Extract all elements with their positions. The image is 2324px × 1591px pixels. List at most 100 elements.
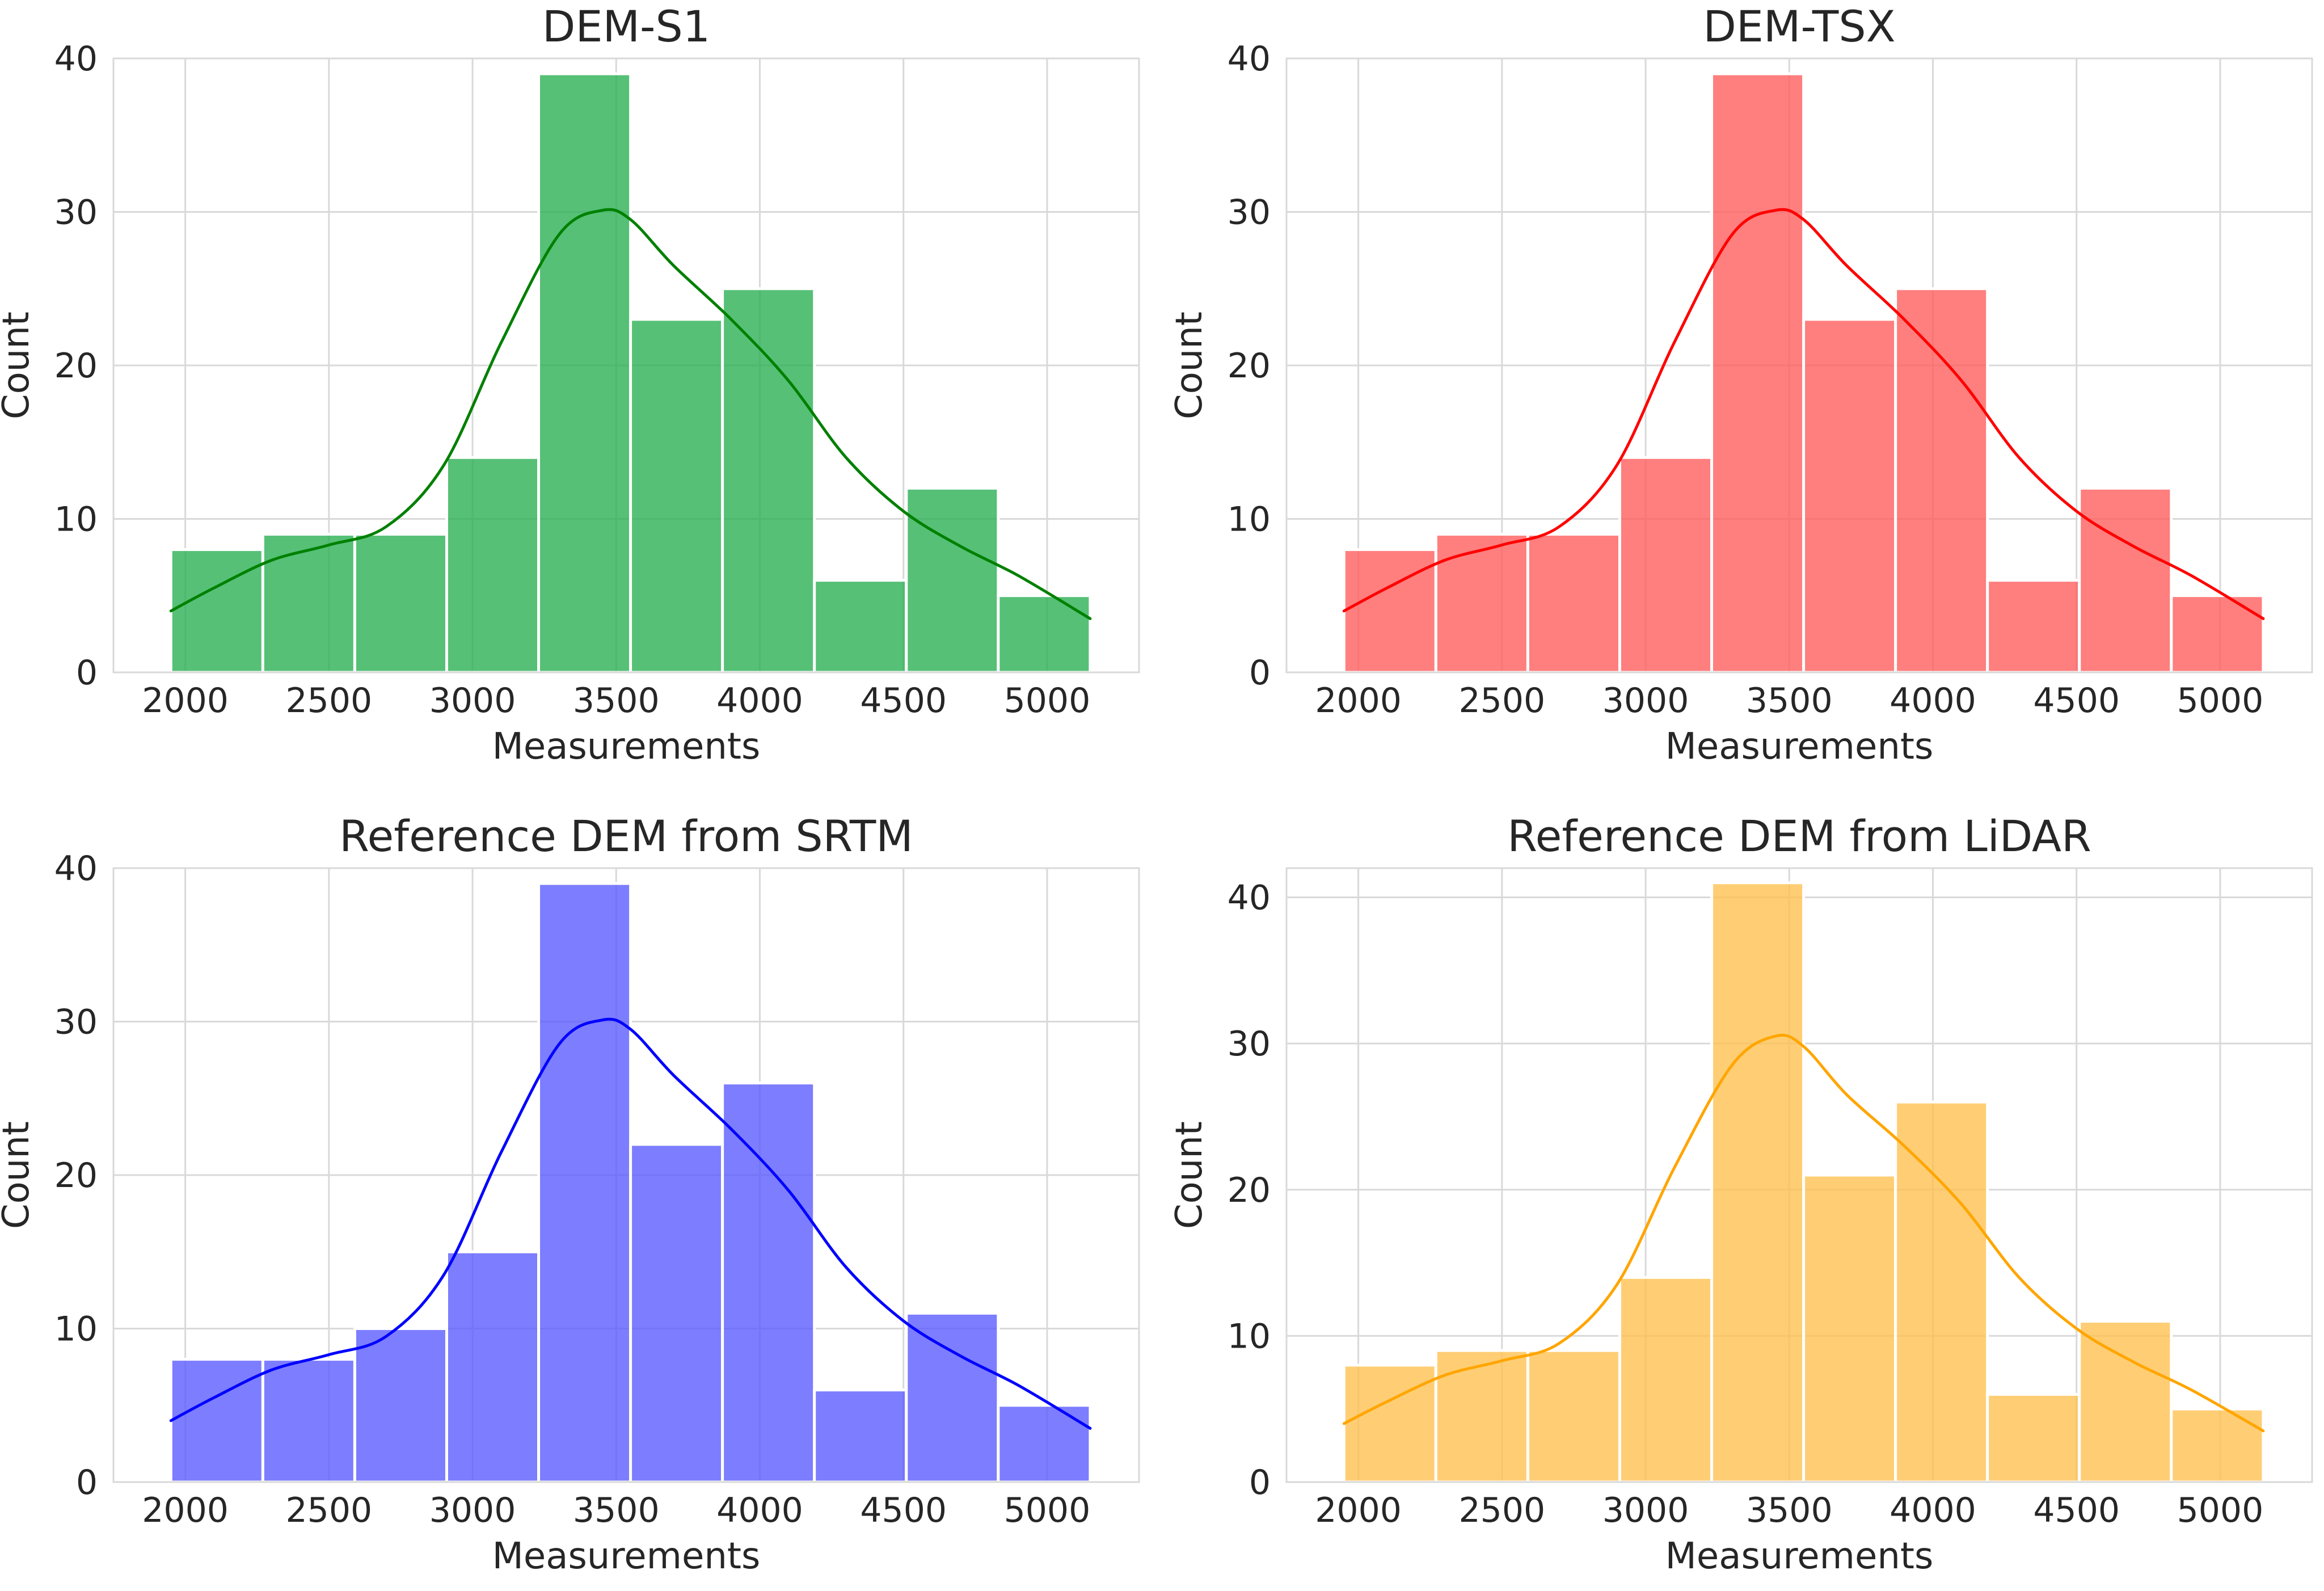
x-tick-label: 3500 — [1746, 1491, 1833, 1530]
histogram-bar — [1342, 1363, 1437, 1484]
y-axis-label: Count — [1169, 1121, 1210, 1229]
histogram-bar — [169, 1358, 264, 1484]
y-tick-label: 30 — [54, 1003, 98, 1042]
histogram-bar — [629, 318, 724, 674]
y-axis-label: Count — [1169, 312, 1210, 419]
histogram-bar — [445, 456, 541, 674]
histogram-bar — [1710, 72, 1806, 674]
histogram-bar — [629, 1143, 724, 1484]
histogram-bar — [169, 548, 264, 674]
plot-frame — [1285, 57, 2313, 674]
histogram-bar — [445, 1250, 541, 1484]
x-tick-label: 3000 — [1602, 1491, 1689, 1530]
histogram-bar — [1618, 1276, 1714, 1484]
histogram-bar — [1894, 287, 1989, 674]
histogram-bar — [905, 486, 1000, 674]
x-tick-label: 2000 — [142, 1491, 229, 1530]
x-tick-label: 3500 — [1746, 681, 1833, 721]
histogram-bar — [997, 594, 1092, 674]
x-tick-label: 3000 — [429, 1491, 516, 1530]
x-tick-label: 5000 — [1004, 681, 1091, 721]
x-tick-label: 5000 — [1004, 1491, 1091, 1530]
y-tick-label: 30 — [1228, 193, 1271, 233]
histogram-bar — [1986, 1392, 2081, 1484]
y-tick-label: 40 — [54, 849, 98, 889]
x-tick-label: 2000 — [1315, 681, 1402, 721]
kde-curve — [169, 208, 1092, 620]
kde-curve — [1342, 1033, 2265, 1433]
kde-curve — [169, 1017, 1092, 1430]
histogram-bar — [2170, 1407, 2265, 1484]
histogram-bar — [261, 1358, 356, 1484]
histogram-bar — [353, 1327, 448, 1484]
histogram-bar — [1802, 1173, 1897, 1484]
histogram-bar — [261, 533, 356, 674]
y-tick-label: 10 — [1228, 1316, 1271, 1356]
x-axis-label: Measurements — [1665, 726, 1934, 768]
histogram-bar — [1802, 318, 1897, 674]
histogram-bar — [813, 1388, 908, 1484]
y-tick-label: 20 — [1228, 1171, 1271, 1210]
x-axis-label: Measurements — [492, 726, 761, 768]
histogram-bar — [537, 882, 632, 1484]
histogram-bar — [813, 579, 908, 674]
chart-title: DEM-TSX — [1703, 1, 1895, 52]
y-axis-label: Count — [0, 312, 37, 419]
histogram-bar — [1986, 579, 2081, 674]
x-tick-label: 2000 — [142, 681, 229, 721]
histogram-bar — [2078, 1320, 2173, 1484]
x-tick-label: 4000 — [716, 1491, 803, 1530]
histogram-bar — [1434, 533, 1529, 674]
histogram-bar — [1342, 548, 1437, 674]
kde-curve — [1342, 208, 2265, 620]
histogram-bar — [1526, 533, 1621, 674]
x-tick-label: 3000 — [429, 681, 516, 721]
histogram-bar — [1434, 1349, 1529, 1484]
chart-title: DEM-S1 — [542, 1, 710, 52]
x-tick-label: 3500 — [573, 1491, 660, 1530]
x-axis-label: Measurements — [1665, 1535, 1934, 1577]
x-tick-label: 4000 — [1889, 681, 1976, 721]
y-tick-label: 0 — [76, 1463, 98, 1502]
histogram-bar — [2170, 594, 2265, 674]
x-tick-label: 3000 — [1602, 681, 1689, 721]
y-tick-label: 40 — [54, 39, 98, 79]
x-tick-label: 4500 — [2033, 1491, 2120, 1530]
y-tick-label: 40 — [1228, 878, 1271, 918]
histogram-bar — [353, 533, 448, 674]
y-tick-label: 10 — [54, 500, 98, 540]
x-tick-label: 2500 — [285, 681, 372, 721]
plot-frame — [112, 867, 1140, 1483]
plot-frame — [112, 57, 1140, 674]
panel-dem-tsx: 2000 2500 3000 3500 4000 4500 5000 0 10 20 30 40 DE… — [1169, 1, 2313, 768]
chart-title: Reference DEM from LiDAR — [1507, 811, 2091, 861]
x-tick-label: 5000 — [2177, 1491, 2264, 1530]
histogram-bar — [721, 1081, 816, 1484]
x-tick-label: 4000 — [716, 681, 803, 721]
y-tick-label: 40 — [1228, 39, 1271, 79]
x-tick-label: 2500 — [1458, 1491, 1545, 1530]
y-tick-label: 30 — [54, 193, 98, 233]
y-tick-label: 20 — [1228, 346, 1271, 386]
histogram-bar — [1710, 881, 1806, 1484]
y-tick-label: 30 — [1228, 1024, 1271, 1064]
x-tick-label: 2500 — [1458, 681, 1545, 721]
y-tick-label: 20 — [54, 346, 98, 386]
x-tick-label: 2500 — [285, 1491, 372, 1530]
panel-dem-s1: 2000 2500 3000 3500 4000 4500 5000 0 10 20 30 40 DE… — [0, 1, 1140, 768]
chart-title: Reference DEM from SRTM — [339, 811, 913, 861]
x-tick-label: 5000 — [2177, 681, 2264, 721]
y-tick-label: 10 — [1228, 500, 1271, 540]
y-tick-label: 0 — [1249, 653, 1271, 693]
histogram-bar — [1894, 1100, 1989, 1484]
histogram-bar — [537, 72, 632, 674]
histogram-bar — [721, 287, 816, 674]
y-axis-label: Count — [0, 1121, 37, 1229]
histogram-bar — [997, 1404, 1092, 1484]
y-tick-label: 10 — [54, 1310, 98, 1349]
y-tick-label: 0 — [76, 653, 98, 693]
histogram-bar — [1618, 456, 1714, 674]
y-tick-label: 0 — [1249, 1463, 1271, 1502]
x-tick-label: 4500 — [860, 1491, 947, 1530]
